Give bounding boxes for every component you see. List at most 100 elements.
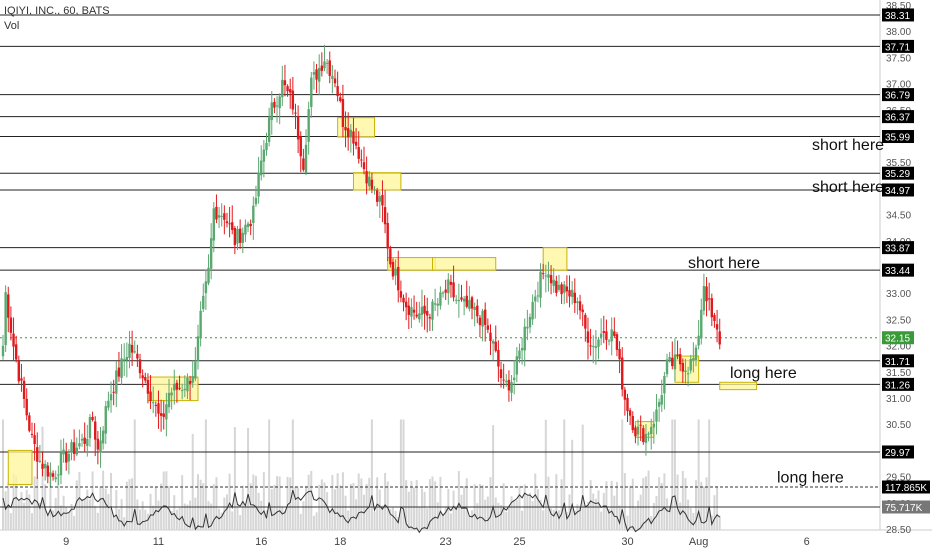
volume-bar: [531, 501, 534, 530]
candle-body: [412, 309, 416, 313]
price-level-tag: [882, 500, 930, 514]
candle-body: [9, 317, 13, 333]
volume-bar: [423, 491, 426, 530]
volume-bar: [320, 479, 323, 530]
candle-body: [43, 464, 47, 469]
candle-body: [399, 291, 403, 298]
volume-bar: [513, 500, 516, 530]
volume-bar: [59, 505, 62, 530]
volume-bar: [684, 478, 687, 530]
volume-bar: [449, 513, 452, 530]
candle-body: [650, 427, 653, 435]
volume-bar: [594, 498, 597, 530]
candle-body: [378, 196, 382, 202]
candle-body: [394, 268, 397, 276]
candle-body: [447, 279, 450, 294]
candle-body: [420, 306, 424, 315]
volume-bar: [67, 512, 70, 530]
volume-bar: [104, 488, 107, 530]
candle-body: [83, 437, 86, 444]
candle-body: [362, 162, 366, 170]
volume-bar: [254, 475, 257, 530]
volume-bar: [455, 508, 458, 530]
volume-bar: [492, 425, 495, 530]
candle-body: [465, 295, 468, 307]
candle-body: [162, 413, 165, 417]
candle-body: [331, 75, 334, 79]
time-tick-label: 30: [621, 536, 633, 548]
volume-bar: [262, 472, 265, 530]
volume-bar: [436, 502, 439, 530]
volume-bar: [305, 486, 308, 530]
volume-bar: [128, 479, 131, 530]
candle-body: [707, 298, 711, 300]
candle-body: [99, 440, 102, 453]
time-tick-label: 11: [153, 536, 164, 548]
price-level-tag-text: 36.37: [885, 113, 910, 124]
candle-body: [383, 207, 387, 225]
volume-bar: [157, 500, 160, 530]
candle-body: [610, 329, 613, 342]
candle-body: [51, 473, 55, 477]
volume-bar: [660, 482, 663, 530]
candle-body: [120, 358, 123, 378]
candle-body: [686, 373, 690, 375]
price-tick-label: 31.00: [886, 394, 911, 405]
volume-bar: [328, 513, 331, 530]
time-tick-label: 16: [255, 536, 267, 548]
volume-bar: [618, 505, 621, 530]
candle-body: [428, 317, 432, 319]
volume-bar: [507, 505, 510, 530]
candle-body: [33, 435, 36, 445]
candle-body: [14, 344, 18, 360]
candle-body: [65, 452, 68, 463]
candle-body: [570, 289, 574, 297]
candle-body: [634, 427, 637, 437]
candle-body: [647, 433, 650, 435]
candle-body: [541, 273, 545, 275]
volume-bar: [12, 474, 15, 530]
volume-bar: [389, 508, 392, 530]
price-tick-label: 31.50: [886, 368, 911, 379]
volume-bar: [500, 505, 503, 530]
volume-bar: [231, 511, 234, 530]
volume-bar: [54, 497, 57, 530]
volume-bar: [223, 497, 226, 530]
volume-bar: [210, 503, 213, 530]
signal-zone: [387, 257, 436, 271]
candle-body: [238, 228, 242, 243]
candle-body: [473, 307, 476, 310]
candle-body: [262, 149, 266, 162]
signal-zone: [542, 247, 568, 271]
candle-body: [381, 194, 384, 206]
price-level-tag: [882, 241, 914, 255]
volume-bar: [178, 507, 181, 530]
volume-bar: [233, 427, 236, 530]
candle-body: [462, 298, 466, 302]
candle-body: [426, 310, 429, 316]
volume-bar: [276, 476, 279, 530]
volume-bar: [634, 507, 637, 530]
volume-bar: [23, 502, 26, 530]
candle-body: [581, 309, 584, 313]
volume-bar: [9, 513, 12, 530]
volume-bar: [386, 481, 389, 530]
volume-bar: [700, 481, 703, 530]
volume-bar: [415, 480, 418, 530]
candle-body: [149, 391, 152, 402]
candle-body: [339, 97, 342, 101]
volume-bar: [110, 472, 113, 530]
volume-bar: [152, 505, 155, 530]
candle-body: [391, 261, 395, 277]
volume-bar: [347, 510, 350, 530]
volume-bar: [38, 502, 41, 530]
volume-bar: [381, 505, 384, 530]
candle-body: [304, 144, 308, 173]
volume-bar: [615, 481, 618, 530]
signal-zone: [674, 355, 700, 383]
candle-body: [1, 345, 5, 357]
price-tick-label: 28.50: [886, 525, 911, 536]
volume-bar: [621, 419, 624, 530]
candle-body: [296, 116, 300, 140]
